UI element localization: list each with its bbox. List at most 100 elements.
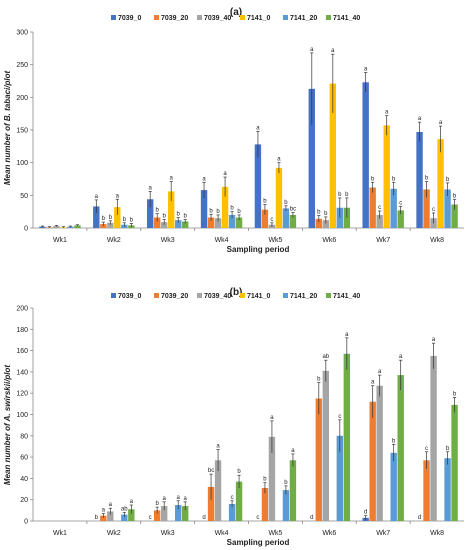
significance-letter: a bbox=[256, 125, 260, 131]
bar bbox=[174, 505, 182, 521]
bar bbox=[100, 224, 107, 228]
x-axis-label: Sampling period bbox=[227, 538, 290, 547]
significance-letter: b bbox=[216, 209, 220, 215]
significance-letter: b bbox=[177, 212, 181, 218]
significance-letter: c bbox=[149, 515, 152, 521]
significance-letter: b bbox=[453, 193, 457, 199]
significance-letter: b bbox=[317, 377, 321, 383]
significance-letter: b bbox=[317, 210, 321, 216]
significance-letter: d bbox=[202, 515, 205, 521]
significance-letter: b bbox=[392, 438, 396, 444]
significance-letter: c bbox=[270, 217, 273, 223]
y-tick-label: 200 bbox=[16, 95, 28, 102]
significance-letter: a bbox=[149, 185, 153, 191]
significance-letter: d bbox=[310, 515, 313, 521]
significance-letter: a bbox=[177, 495, 181, 501]
panel-label: (a) bbox=[230, 7, 242, 18]
bar bbox=[167, 191, 175, 228]
bar bbox=[397, 375, 404, 521]
y-tick-label: 100 bbox=[16, 412, 28, 419]
significance-letter: a bbox=[202, 176, 206, 182]
legend-swatch bbox=[111, 293, 116, 298]
x-tick-label: Wk8 bbox=[430, 530, 444, 537]
significance-letter: b bbox=[324, 211, 328, 217]
legend-label: 7141_20 bbox=[290, 15, 317, 22]
y-tick-label: 40 bbox=[20, 476, 28, 483]
chart-panel-b: (b) Sampling period Mean number of A. sw… bbox=[3, 287, 464, 547]
y-tick-label: 150 bbox=[16, 128, 28, 135]
significance-letter: a bbox=[130, 499, 134, 505]
significance-letter: b bbox=[230, 206, 234, 212]
x-tick-label: Wk7 bbox=[376, 237, 390, 244]
y-tick-label: 0 bbox=[24, 226, 28, 233]
significance-letter: a bbox=[439, 120, 443, 126]
bar bbox=[174, 220, 182, 228]
significance-letter: a bbox=[277, 157, 281, 163]
significance-letter: a bbox=[116, 193, 120, 199]
bar bbox=[254, 144, 262, 228]
legend-swatch bbox=[111, 15, 116, 20]
bar bbox=[235, 481, 243, 521]
significance-letter: a bbox=[270, 415, 274, 421]
bar bbox=[329, 83, 337, 228]
x-tick-label: Wk1 bbox=[53, 530, 67, 537]
panel-label: (b) bbox=[230, 287, 243, 298]
chart-panel-a: (a) Sampling period Mean number of B. ta… bbox=[3, 7, 464, 254]
x-tick-label: Wk2 bbox=[107, 237, 121, 244]
significance-letter: c bbox=[378, 205, 381, 211]
significance-letter: a bbox=[364, 67, 368, 73]
significance-letter: a bbox=[371, 380, 375, 386]
significance-letter: c bbox=[399, 200, 402, 206]
significance-letter: b bbox=[123, 217, 127, 223]
bar bbox=[114, 207, 121, 228]
legend-swatch bbox=[240, 293, 245, 298]
x-tick-label: Wk3 bbox=[161, 237, 175, 244]
x-tick-label: Wk2 bbox=[107, 530, 121, 537]
bar bbox=[207, 217, 215, 228]
bar bbox=[107, 222, 114, 228]
significance-letter: a bbox=[378, 369, 382, 375]
significance-letter: b bbox=[184, 214, 188, 220]
significance-letter: c bbox=[432, 207, 435, 213]
significance-letter: a bbox=[385, 110, 389, 116]
bar bbox=[107, 511, 114, 521]
significance-letter: b bbox=[130, 217, 134, 223]
significance-letter: b bbox=[95, 515, 99, 521]
y-tick-label: 180 bbox=[16, 327, 28, 334]
significance-letter: b bbox=[156, 208, 160, 214]
bar bbox=[261, 487, 269, 521]
bar bbox=[181, 506, 189, 521]
bar bbox=[336, 435, 344, 521]
legend-label: 7039_0 bbox=[118, 15, 141, 22]
bar bbox=[93, 206, 100, 228]
x-tick-label: Wk4 bbox=[215, 237, 229, 244]
bar bbox=[322, 220, 330, 228]
y-tick-label: 160 bbox=[16, 348, 28, 355]
significance-letter: c bbox=[256, 515, 259, 521]
legend-swatch bbox=[326, 15, 331, 20]
significance-letter: a bbox=[102, 508, 106, 514]
bar bbox=[430, 355, 437, 521]
significance-letter: b bbox=[109, 215, 113, 221]
significance-letter: b bbox=[446, 446, 450, 452]
significance-letter: a bbox=[310, 47, 314, 53]
significance-letter: c bbox=[338, 414, 341, 420]
legend-label: 7141_40 bbox=[333, 293, 360, 300]
legend-label: 7141_0 bbox=[247, 15, 270, 22]
bar bbox=[376, 385, 383, 521]
bar bbox=[315, 218, 323, 228]
significance-letter: b bbox=[392, 176, 396, 182]
bar bbox=[336, 207, 344, 228]
significance-letter: c bbox=[231, 495, 234, 501]
bar bbox=[235, 217, 243, 228]
significance-letter: ab bbox=[121, 506, 128, 512]
x-tick-label: Wk8 bbox=[430, 237, 444, 244]
significance-letter: a bbox=[291, 448, 295, 454]
bar bbox=[397, 210, 404, 228]
y-tick-label: 140 bbox=[16, 369, 28, 376]
bar bbox=[451, 404, 458, 521]
significance-letter: b bbox=[284, 200, 288, 206]
x-tick-label: Wk6 bbox=[322, 237, 336, 244]
significance-letter: b bbox=[237, 209, 241, 215]
